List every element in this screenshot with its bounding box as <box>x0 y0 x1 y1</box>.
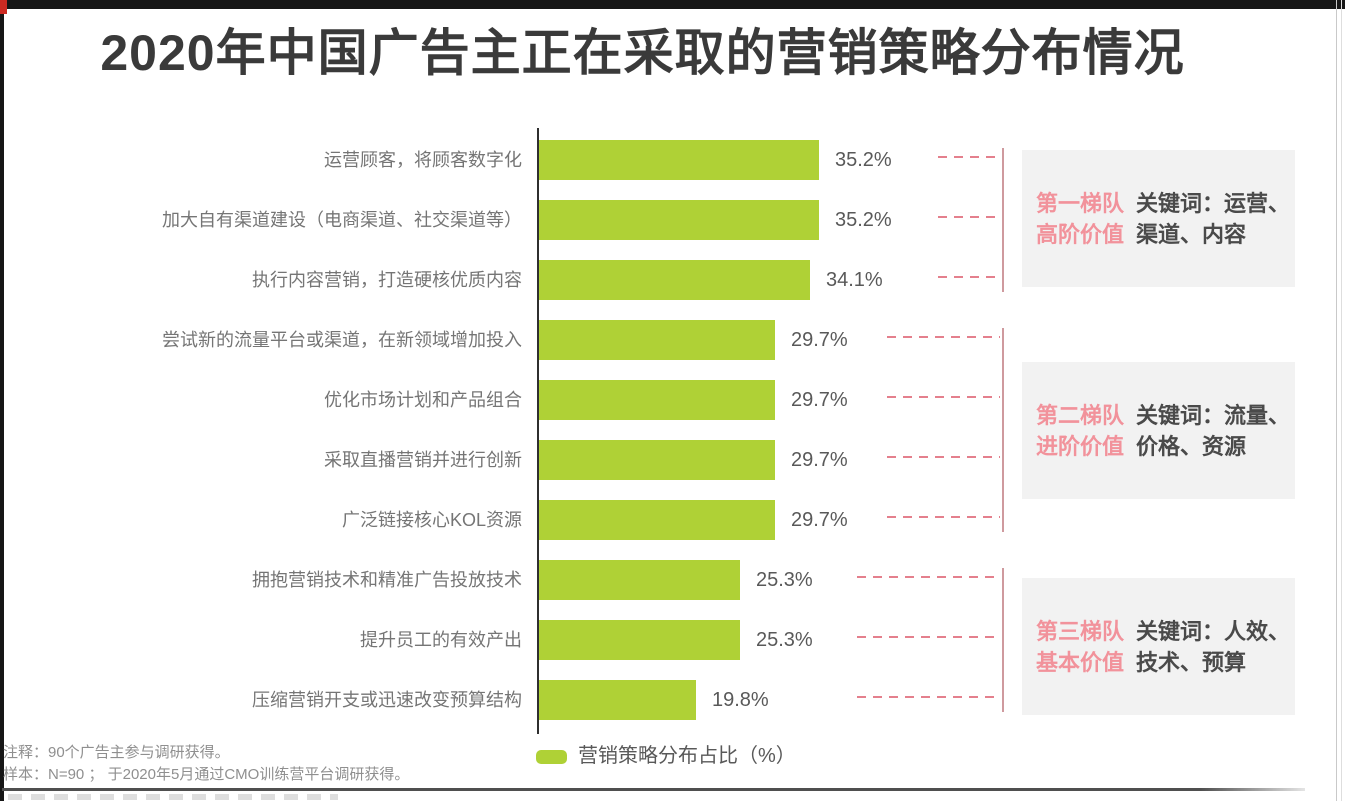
right-border-line <box>1336 0 1337 801</box>
dash-connector <box>857 696 1000 698</box>
category-label: 运营顾客，将顾客数字化 <box>324 150 522 170</box>
category-label: 广泛链接核心KOL资源 <box>341 510 522 530</box>
tier-keywords: 关键词：流量、 价格、资源 <box>1136 402 1291 459</box>
top-border <box>0 0 1345 9</box>
tier-keywords: 关键词：运营、 渠道、内容 <box>1136 190 1291 247</box>
category-label: 采取直播营销并进行创新 <box>324 450 522 470</box>
category-label: 压缩营销开支或迅速改变预算结构 <box>252 690 522 710</box>
bar <box>539 500 775 540</box>
bar <box>539 200 819 240</box>
bar-value-label: 29.7% <box>791 389 848 411</box>
dash-connector <box>887 336 1000 338</box>
bar-value-label: 29.7% <box>791 329 848 351</box>
bar-value-label: 29.7% <box>791 509 848 531</box>
category-label: 拥抱营销技术和精准广告投放技术 <box>252 570 522 590</box>
dash-connector <box>938 156 1000 158</box>
bar <box>539 320 775 360</box>
bar-value-label: 25.3% <box>756 629 813 651</box>
tier-bracket <box>1002 148 1004 292</box>
legend-label: 营销策略分布占比（%） <box>578 745 796 767</box>
category-label: 提升员工的有效产出 <box>360 630 522 650</box>
bar-value-label: 29.7% <box>791 449 848 471</box>
note-line-2: 样本：N=90 ； 于2020年5月通过CMO训练营平台调研获得。 <box>3 766 410 783</box>
tier-panel: 第一梯队 高阶价值 关键词：运营、 渠道、内容 <box>1022 150 1295 287</box>
tier-label: 第三梯队 基本价值 <box>1036 618 1125 675</box>
dash-connector <box>887 456 1000 458</box>
bar-value-label: 25.3% <box>756 569 813 591</box>
bar-value-label: 35.2% <box>835 149 892 171</box>
dash-connector <box>938 216 1000 218</box>
tier-keywords: 关键词：人效、 技术、预算 <box>1136 618 1291 675</box>
watermark-text <box>8 794 338 800</box>
dash-connector <box>887 516 1000 518</box>
bar <box>539 260 810 300</box>
tier-bracket <box>1002 568 1004 712</box>
page-title: 2020年中国广告主正在采取的营销策略分布情况 <box>100 25 1185 81</box>
bar <box>539 140 819 180</box>
bar-value-label: 35.2% <box>835 209 892 231</box>
bar <box>539 380 775 420</box>
y-axis-line <box>537 128 539 734</box>
category-label: 尝试新的流量平台或渠道，在新领域增加投入 <box>162 330 522 350</box>
bar-value-label: 19.8% <box>712 689 769 711</box>
tier-label: 第一梯队 高阶价值 <box>1036 190 1125 247</box>
right-border-line-2 <box>1341 0 1342 801</box>
dash-connector <box>857 636 1000 638</box>
category-label: 执行内容营销，打造硬核优质内容 <box>252 270 522 290</box>
legend-swatch <box>536 750 567 764</box>
bottom-divider-rule <box>2 788 1305 791</box>
tier-panel: 第三梯队 基本价值 关键词：人效、 技术、预算 <box>1022 578 1295 715</box>
bar <box>539 620 740 660</box>
bar <box>539 440 775 480</box>
left-border <box>0 0 4 801</box>
tier-panel: 第二梯队 进阶价值 关键词：流量、 价格、资源 <box>1022 362 1295 499</box>
note-line-1: 注释：90个广告主参与调研获得。 <box>3 744 230 761</box>
dash-connector <box>938 276 1000 278</box>
dash-connector <box>887 396 1000 398</box>
tier-label: 第二梯队 进阶价值 <box>1036 402 1125 459</box>
bar-value-label: 34.1% <box>826 269 883 291</box>
red-corner-mark <box>0 0 7 14</box>
bar <box>539 680 696 720</box>
tier-bracket <box>1002 328 1004 532</box>
dash-connector <box>857 576 1000 578</box>
category-label: 优化市场计划和产品组合 <box>324 390 522 410</box>
category-label: 加大自有渠道建设（电商渠道、社交渠道等） <box>162 210 522 230</box>
bar <box>539 560 740 600</box>
